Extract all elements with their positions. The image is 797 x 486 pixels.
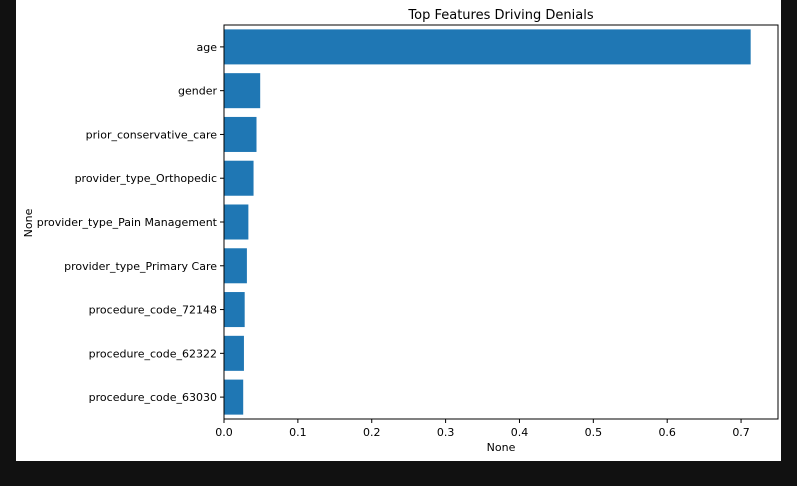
bar-provider-type-primary-care: [224, 248, 247, 284]
x-tick-label: 0.7: [732, 426, 750, 439]
y-category-label: provider_type_Pain Management: [37, 216, 218, 229]
bars-group: [224, 29, 751, 415]
y-category-label: provider_type_Primary Care: [64, 260, 217, 273]
bar-gender: [224, 73, 261, 109]
y-category-labels: age gender prior_conservative_care provider…: [37, 41, 224, 404]
y-category-label: procedure_code_63030: [89, 391, 217, 404]
x-tick-label: 0.2: [363, 426, 381, 439]
y-category-label: age: [197, 41, 218, 54]
y-axis-label: None: [22, 208, 35, 237]
x-tick-label: 0.5: [585, 426, 603, 439]
x-tick-label: 0.1: [289, 426, 307, 439]
x-tick-label: 0.0: [215, 426, 233, 439]
x-ticks: 0.0 0.1 0.2 0.3 0.4 0.5 0.6 0.7: [215, 419, 750, 439]
chart-title: Top Features Driving Denials: [407, 8, 593, 23]
bar-chart: Top Features Driving Denials age gender pr…: [22, 8, 779, 454]
bar-provider-type-pain-management: [224, 204, 249, 240]
y-category-label: gender: [178, 85, 217, 98]
bar-procedure-code-63030: [224, 379, 244, 415]
y-category-label: procedure_code_72148: [89, 304, 217, 317]
bar-prior-conservative-care: [224, 116, 257, 152]
plot-frame: [223, 24, 779, 420]
bar-age: [224, 29, 751, 65]
y-category-label: provider_type_Orthopedic: [75, 172, 217, 185]
x-axis-label: None: [487, 441, 516, 454]
x-tick-label: 0.4: [511, 426, 529, 439]
bar-provider-type-orthopedic: [224, 160, 254, 196]
y-category-label: procedure_code_62322: [89, 347, 217, 360]
x-tick-label: 0.6: [658, 426, 676, 439]
y-category-label: prior_conservative_care: [86, 128, 218, 141]
chart-figure: Top Features Driving Denials age gender pr…: [16, 0, 781, 461]
x-tick-label: 0.3: [437, 426, 455, 439]
bar-procedure-code-72148: [224, 292, 245, 328]
bar-procedure-code-62322: [224, 335, 244, 371]
